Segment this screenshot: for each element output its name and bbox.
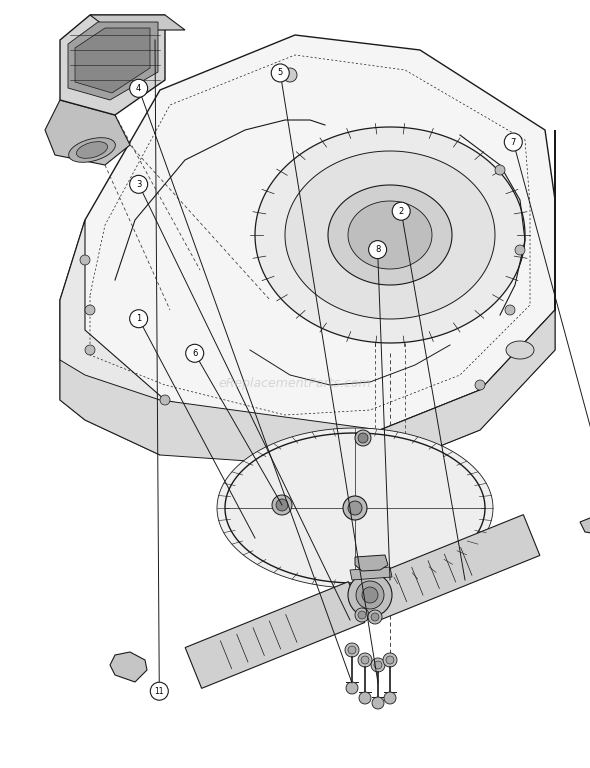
Polygon shape [217,428,493,588]
Circle shape [495,165,505,175]
Circle shape [504,133,522,151]
Circle shape [505,305,515,315]
Polygon shape [348,201,432,269]
Text: 5: 5 [278,68,283,78]
Circle shape [358,611,366,619]
Polygon shape [60,310,555,470]
Circle shape [368,610,382,624]
Circle shape [130,175,148,194]
Polygon shape [350,567,392,580]
Polygon shape [45,100,130,165]
Polygon shape [255,127,525,343]
Circle shape [343,496,367,520]
Circle shape [348,646,356,654]
Text: 11: 11 [155,687,164,696]
Circle shape [150,682,168,700]
Text: 2: 2 [399,207,404,216]
Polygon shape [60,35,555,435]
Circle shape [130,79,148,98]
Text: 4: 4 [136,84,141,93]
Text: eReplacementParts.com: eReplacementParts.com [219,378,371,390]
Polygon shape [185,581,365,688]
Polygon shape [360,515,540,621]
Ellipse shape [506,341,534,359]
Circle shape [345,643,359,657]
Polygon shape [75,28,150,93]
Circle shape [348,501,362,515]
Circle shape [392,202,410,220]
Circle shape [475,380,485,390]
Circle shape [80,255,90,265]
Ellipse shape [77,141,107,158]
Circle shape [386,656,394,664]
Polygon shape [110,652,147,682]
Polygon shape [60,15,165,115]
Circle shape [356,581,384,609]
Circle shape [283,68,297,82]
Circle shape [130,310,148,328]
Ellipse shape [68,137,116,162]
Text: 6: 6 [192,349,198,358]
Circle shape [362,587,378,603]
Polygon shape [285,151,495,319]
Circle shape [85,345,95,355]
Circle shape [358,653,372,667]
Text: 7: 7 [510,137,516,147]
Circle shape [515,245,525,255]
Polygon shape [355,555,388,571]
Polygon shape [580,512,590,535]
Circle shape [372,697,384,709]
Circle shape [358,433,368,443]
Polygon shape [68,22,158,100]
Circle shape [359,692,371,704]
Polygon shape [225,433,485,583]
Circle shape [346,682,358,694]
Text: 8: 8 [375,245,381,254]
Text: 1: 1 [136,314,141,323]
Circle shape [186,344,204,362]
Circle shape [383,653,397,667]
Circle shape [384,692,396,704]
Circle shape [348,573,392,617]
Circle shape [276,499,288,511]
Circle shape [271,64,289,82]
Text: 3: 3 [136,180,142,189]
Polygon shape [380,130,555,470]
Circle shape [371,658,385,672]
Circle shape [361,656,369,664]
Circle shape [374,661,382,669]
Circle shape [85,305,95,315]
Circle shape [160,395,170,405]
Polygon shape [328,185,452,285]
Polygon shape [60,220,165,455]
Circle shape [355,608,369,622]
Polygon shape [196,518,534,682]
Circle shape [272,495,292,515]
Polygon shape [90,15,185,30]
Circle shape [355,430,371,446]
Circle shape [371,613,379,621]
Circle shape [369,240,386,259]
